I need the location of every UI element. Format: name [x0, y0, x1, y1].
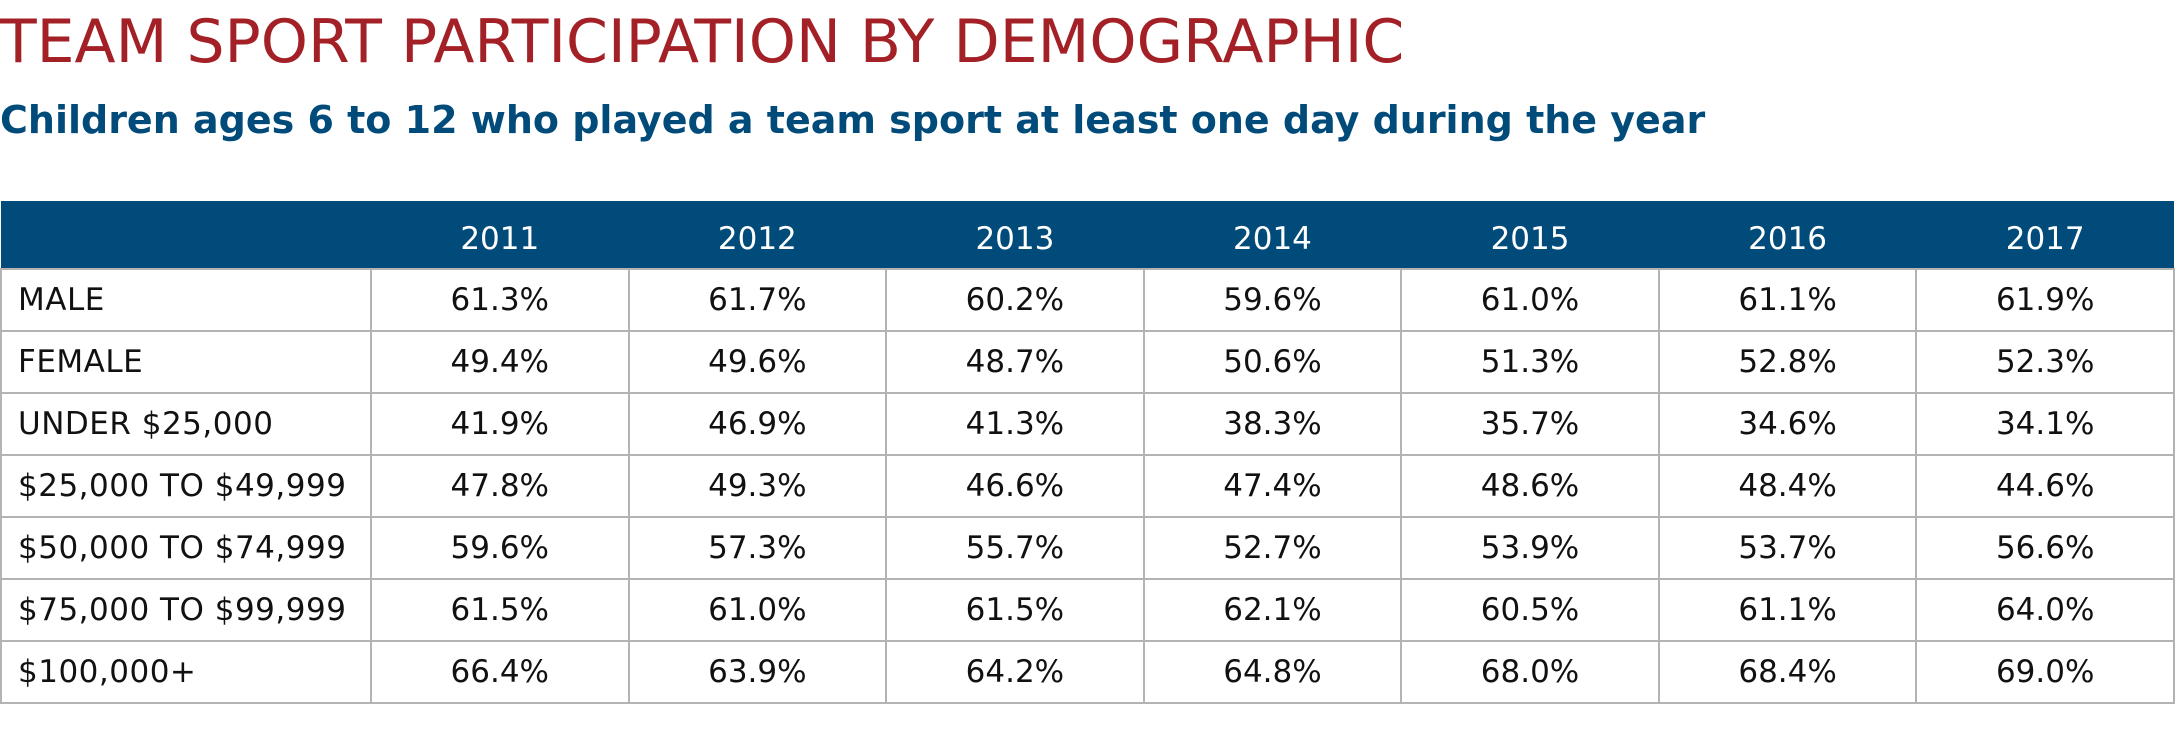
table-cell: 34.1%	[1915, 392, 2175, 456]
table-cell: 66.4%	[370, 640, 630, 704]
column-header-2012: 2012	[628, 201, 887, 269]
table-row: $25,000 TO $49,999 47.8% 49.3% 46.6% 47.4% 48…	[0, 454, 2175, 518]
table-cell: 49.6%	[627, 330, 888, 394]
table-row: $50,000 TO $74,999 59.6% 57.3% 55.7% 52.7% 53…	[0, 516, 2175, 580]
table-cell: 59.6%	[1142, 268, 1403, 332]
table-cell: 47.4%	[1142, 454, 1403, 518]
table-header: 2011 2012 2013 2014 2015 2016 2017	[1, 201, 2174, 269]
table-cell: 52.8%	[1657, 330, 1918, 394]
table-row: UNDER $25,000 41.9% 46.9% 41.3% 38.3% 35.7% 34…	[0, 392, 2175, 456]
row-label: MALE	[0, 268, 372, 332]
table-row: $75,000 TO $99,999 61.5% 61.0% 61.5% 62.1% 60…	[0, 578, 2175, 642]
table-cell: 63.9%	[627, 640, 888, 704]
column-header-2014: 2014	[1143, 201, 1402, 269]
table-cell: 51.3%	[1400, 330, 1660, 394]
table-cell: 46.6%	[885, 454, 1145, 518]
table-cell: 68.4%	[1657, 640, 1918, 704]
table-cell: 61.7%	[627, 268, 888, 332]
row-label: FEMALE	[0, 330, 372, 394]
chart-subtitle: Children ages 6 to 12 who played a team …	[0, 98, 1706, 142]
column-header-2015: 2015	[1401, 201, 1659, 269]
table-row: MALE 61.3% 61.7% 60.2% 59.6% 61.0% 61.1% 61.9%	[0, 268, 2175, 332]
table-cell: 52.7%	[1142, 516, 1403, 580]
column-header-2013: 2013	[886, 201, 1144, 269]
row-label: $25,000 TO $49,999	[0, 454, 372, 518]
table-cell: 49.3%	[627, 454, 888, 518]
table-cell: 50.6%	[1142, 330, 1403, 394]
table-cell: 56.6%	[1915, 516, 2175, 580]
table-cell: 62.1%	[1142, 578, 1403, 642]
table-cell: 59.6%	[370, 516, 630, 580]
table-cell: 61.1%	[1657, 268, 1918, 332]
row-label: $100,000+	[0, 640, 372, 704]
table-cell: 48.7%	[885, 330, 1145, 394]
table-cell: 69.0%	[1915, 640, 2175, 704]
column-header-2011: 2011	[371, 201, 629, 269]
table-cell: 60.2%	[885, 268, 1145, 332]
table-cell: 60.5%	[1400, 578, 1660, 642]
table-cell: 64.0%	[1915, 578, 2175, 642]
table-row: $100,000+ 66.4% 63.9% 64.2% 64.8% 68.0% 68.4% 6…	[0, 640, 2175, 704]
row-label: UNDER $25,000	[0, 392, 372, 456]
table-cell: 61.5%	[885, 578, 1145, 642]
table-cell: 61.5%	[370, 578, 630, 642]
table-cell: 52.3%	[1915, 330, 2175, 394]
table-cell: 61.3%	[370, 268, 630, 332]
table-cell: 35.7%	[1400, 392, 1660, 456]
table-cell: 68.0%	[1400, 640, 1660, 704]
table-cell: 64.2%	[885, 640, 1145, 704]
table-cell: 41.3%	[885, 392, 1145, 456]
table-cell: 53.7%	[1657, 516, 1918, 580]
table-cell: 46.9%	[627, 392, 888, 456]
table-cell: 61.0%	[1400, 268, 1660, 332]
header-corner	[1, 201, 371, 269]
table-cell: 55.7%	[885, 516, 1145, 580]
table-cell: 44.6%	[1915, 454, 2175, 518]
table-cell: 48.4%	[1657, 454, 1918, 518]
participation-table: 2011 2012 2013 2014 2015 2016 2017 MALE 61.3% 61…	[0, 201, 2175, 704]
table-cell: 61.1%	[1657, 578, 1918, 642]
table-cell: 61.9%	[1915, 268, 2175, 332]
column-header-2016: 2016	[1658, 201, 1917, 269]
table-body: MALE 61.3% 61.7% 60.2% 59.6% 61.0% 61.1% 61.9% F…	[0, 268, 2175, 704]
table-row: FEMALE 49.4% 49.6% 48.7% 50.6% 51.3% 52.8% 52.3…	[0, 330, 2175, 394]
table-cell: 61.0%	[627, 578, 888, 642]
table-cell: 48.6%	[1400, 454, 1660, 518]
table-cell: 34.6%	[1657, 392, 1918, 456]
chart-title: TEAM SPORT PARTICIPATION BY DEMOGRAPHIC	[0, 7, 1405, 77]
table-cell: 64.8%	[1142, 640, 1403, 704]
table-cell: 41.9%	[370, 392, 630, 456]
table-cell: 49.4%	[370, 330, 630, 394]
column-header-2017: 2017	[1916, 201, 2174, 269]
row-label: $50,000 TO $74,999	[0, 516, 372, 580]
row-label: $75,000 TO $99,999	[0, 578, 372, 642]
table-cell: 38.3%	[1142, 392, 1403, 456]
table-cell: 53.9%	[1400, 516, 1660, 580]
table-cell: 57.3%	[627, 516, 888, 580]
table-cell: 47.8%	[370, 454, 630, 518]
header-row: 2011 2012 2013 2014 2015 2016 2017	[1, 201, 2174, 269]
